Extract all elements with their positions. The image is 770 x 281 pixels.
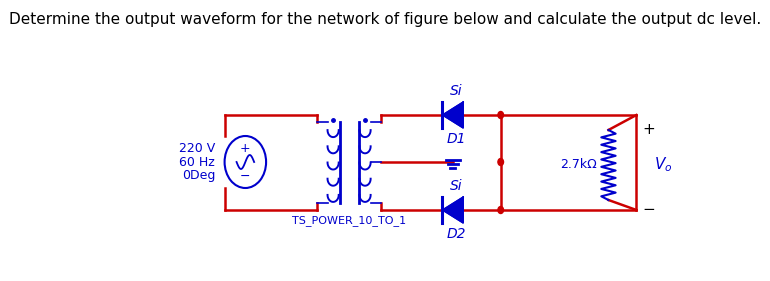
Text: D1: D1	[447, 132, 466, 146]
Text: −: −	[643, 203, 655, 217]
Text: +: +	[643, 123, 655, 137]
Circle shape	[498, 112, 504, 119]
Text: 2.7kΩ: 2.7kΩ	[561, 158, 598, 171]
Text: Determine the output waveform for the network of figure below and calculate the : Determine the output waveform for the ne…	[9, 12, 761, 27]
Circle shape	[498, 158, 504, 166]
Text: +: +	[240, 142, 251, 155]
Text: $V_o$: $V_o$	[654, 156, 672, 174]
Polygon shape	[443, 197, 464, 223]
Text: −: −	[240, 169, 250, 182]
Polygon shape	[443, 102, 464, 128]
Text: 60 Hz: 60 Hz	[179, 155, 215, 169]
Text: D2: D2	[447, 227, 466, 241]
Text: 220 V: 220 V	[179, 142, 215, 155]
Text: Si: Si	[450, 84, 462, 98]
Text: TS_POWER_10_TO_1: TS_POWER_10_TO_1	[292, 215, 406, 226]
Text: 0Deg: 0Deg	[182, 169, 215, 182]
Text: Si: Si	[450, 179, 462, 193]
Circle shape	[498, 207, 504, 214]
